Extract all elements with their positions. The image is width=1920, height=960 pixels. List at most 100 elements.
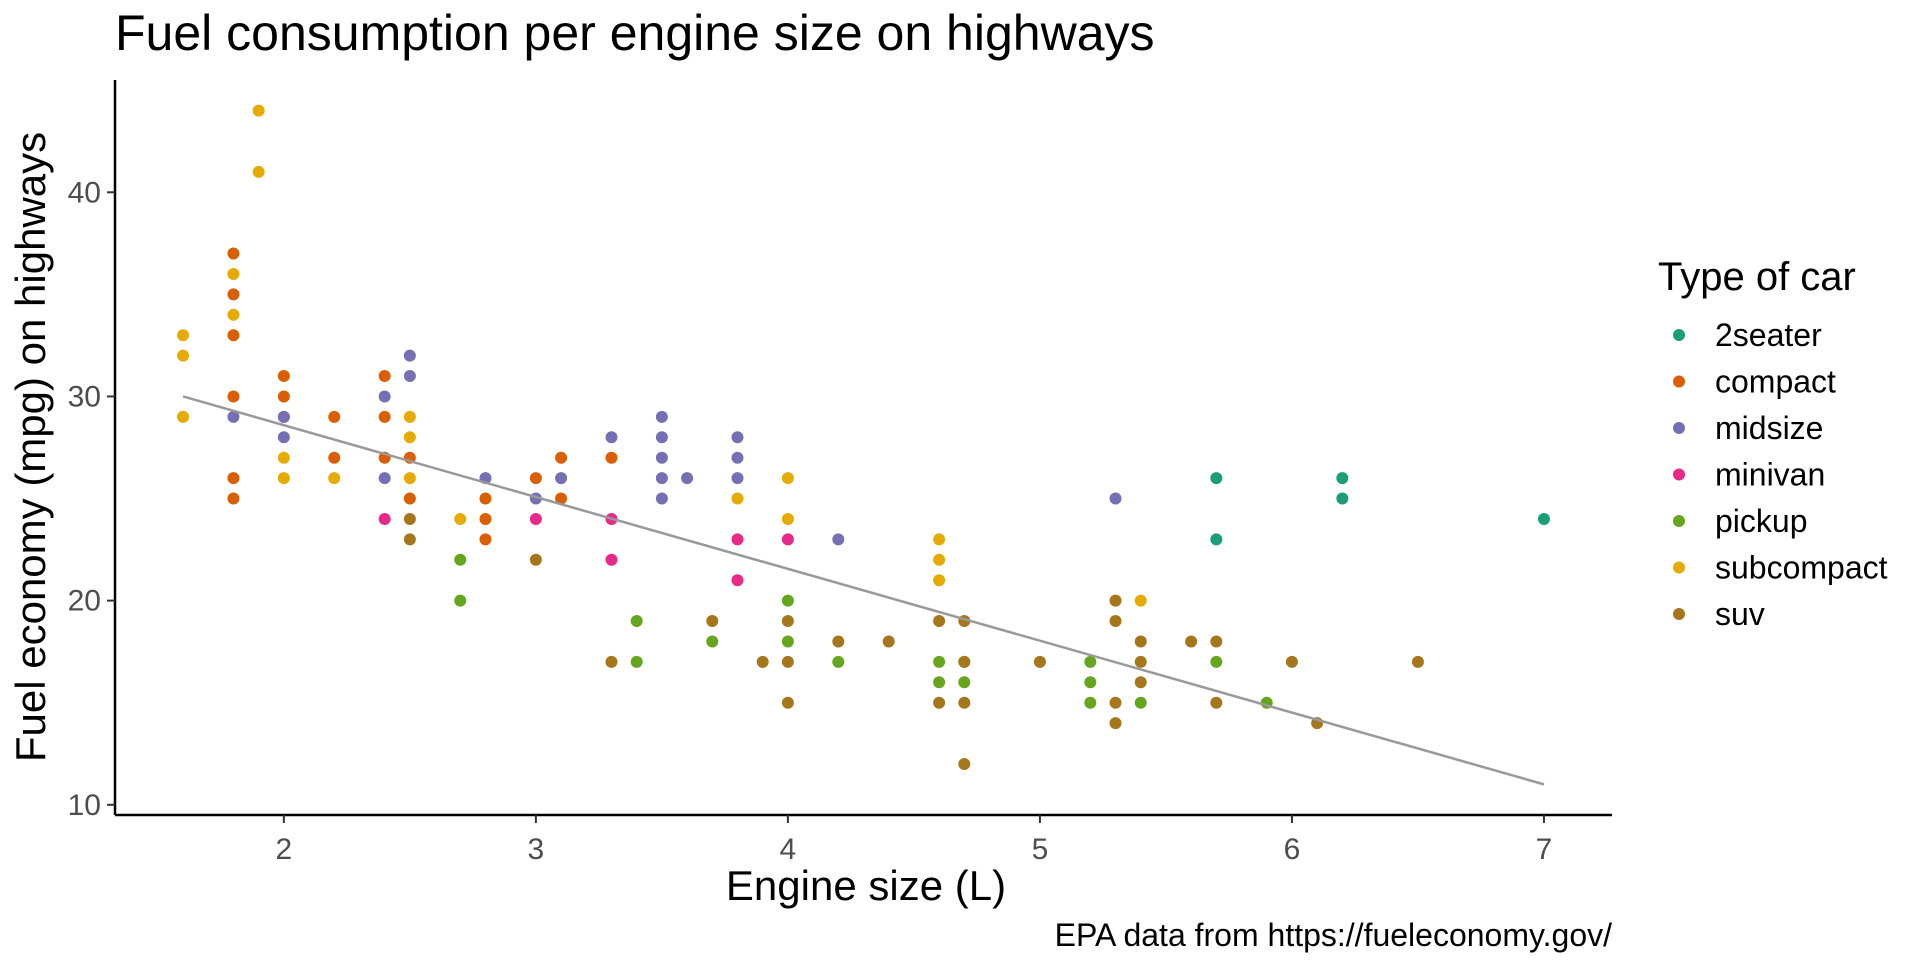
- data-point-subcompact: [403, 410, 416, 423]
- data-point-midsize: [832, 533, 845, 546]
- data-point-suv: [1285, 655, 1298, 668]
- data-point-midsize: [655, 451, 668, 464]
- data-point-subcompact: [277, 451, 290, 464]
- data-point-suv: [832, 635, 845, 648]
- data-point-subcompact: [177, 410, 190, 423]
- data-point-suv: [1109, 594, 1122, 607]
- data-point-compact: [403, 492, 416, 505]
- data-point-pickup: [1134, 696, 1147, 709]
- data-point-midsize: [403, 370, 416, 383]
- chart-title: Fuel consumption per engine size on high…: [115, 5, 1155, 61]
- data-point-2seater: [1336, 492, 1349, 505]
- data-point-subcompact: [177, 329, 190, 342]
- legend-label-suv: suv: [1715, 596, 1765, 632]
- data-point-compact: [227, 247, 240, 260]
- data-point-suv: [1134, 635, 1147, 648]
- data-point-suv: [933, 696, 946, 709]
- data-point-suv: [403, 533, 416, 546]
- data-point-suv: [1033, 655, 1046, 668]
- data-point-compact: [555, 451, 568, 464]
- data-point-minivan: [781, 533, 794, 546]
- data-point-midsize: [731, 451, 744, 464]
- data-point-suv: [958, 696, 971, 709]
- data-point-suv: [1134, 676, 1147, 689]
- data-point-midsize: [681, 472, 694, 485]
- data-point-subcompact: [933, 574, 946, 587]
- data-point-suv: [706, 615, 719, 628]
- data-point-midsize: [378, 472, 391, 485]
- data-point-pickup: [706, 635, 719, 648]
- legend-swatch-2seater: [1673, 329, 1685, 341]
- data-point-minivan: [529, 512, 542, 525]
- data-point-subcompact: [403, 431, 416, 444]
- data-point-subcompact: [781, 512, 794, 525]
- data-point-suv: [756, 655, 769, 668]
- data-point-suv: [781, 615, 794, 628]
- legend-swatch-suv: [1673, 608, 1685, 620]
- plot-area: 2 3 4 5 6 7 10 20 30 40: [68, 80, 1612, 866]
- data-point-suv: [781, 655, 794, 668]
- data-point-subcompact: [252, 104, 265, 117]
- data-point-pickup: [1210, 655, 1223, 668]
- data-point-pickup: [781, 635, 794, 648]
- legend-items: 2seater compact midsize minivan pickup subcom…: [1673, 317, 1888, 632]
- data-point-midsize: [555, 472, 568, 485]
- data-point-subcompact: [252, 165, 265, 178]
- data-point-compact: [227, 472, 240, 485]
- chart-caption: EPA data from https://fueleconomy.gov/: [1055, 917, 1612, 953]
- legend: Type of car 2seater compact midsize minivan…: [1658, 255, 1888, 632]
- x-tick-label: 4: [780, 833, 797, 866]
- legend-label-subcompact: subcompact: [1715, 550, 1888, 586]
- data-point-subcompact: [1134, 594, 1147, 607]
- data-point-compact: [227, 492, 240, 505]
- data-point-compact: [555, 492, 568, 505]
- data-point-subcompact: [781, 472, 794, 485]
- data-point-suv: [1411, 655, 1424, 668]
- data-point-suv: [1210, 696, 1223, 709]
- legend-swatch-minivan: [1673, 468, 1685, 481]
- data-point-compact: [479, 533, 492, 546]
- data-point-subcompact: [933, 533, 946, 546]
- legend-label-midsize: midsize: [1715, 410, 1823, 446]
- legend-swatch-compact: [1673, 375, 1685, 388]
- data-point-2seater: [1210, 533, 1223, 546]
- x-tick-label: 6: [1284, 833, 1301, 866]
- legend-label-pickup: pickup: [1715, 503, 1808, 539]
- x-axis-title: Engine size (L): [726, 862, 1006, 909]
- data-point-compact: [479, 512, 492, 525]
- data-point-suv: [529, 553, 542, 566]
- data-point-midsize: [731, 472, 744, 485]
- data-point-minivan: [605, 553, 618, 566]
- data-point-subcompact: [277, 472, 290, 485]
- y-axis-title: Fuel economy (mpg) on highways: [7, 132, 54, 762]
- data-point-suv: [958, 757, 971, 770]
- data-point-suv: [1185, 635, 1198, 648]
- data-point-subcompact: [227, 308, 240, 321]
- data-point-subcompact: [731, 492, 744, 505]
- data-point-compact: [479, 492, 492, 505]
- data-point-compact: [328, 410, 341, 423]
- legend-swatch-subcompact: [1673, 561, 1685, 574]
- data-point-suv: [605, 655, 618, 668]
- data-point-midsize: [403, 349, 416, 362]
- trendline-group: [182, 395, 1545, 786]
- x-tick-label: 2: [276, 833, 293, 866]
- x-tick-label: 5: [1032, 833, 1049, 866]
- data-point-minivan: [378, 512, 391, 525]
- data-point-subcompact: [177, 349, 190, 362]
- data-point-compact: [227, 390, 240, 403]
- data-point-suv: [933, 615, 946, 628]
- x-tick-label: 3: [528, 833, 545, 866]
- data-point-suv: [1134, 655, 1147, 668]
- data-point-compact: [277, 390, 290, 403]
- data-point-pickup: [832, 655, 845, 668]
- data-point-pickup: [1084, 655, 1097, 668]
- data-point-subcompact: [403, 472, 416, 485]
- data-point-suv: [1109, 615, 1122, 628]
- data-points: [177, 104, 1550, 770]
- data-point-suv: [958, 655, 971, 668]
- data-point-midsize: [731, 431, 744, 444]
- data-point-minivan: [731, 574, 744, 587]
- data-point-pickup: [933, 655, 946, 668]
